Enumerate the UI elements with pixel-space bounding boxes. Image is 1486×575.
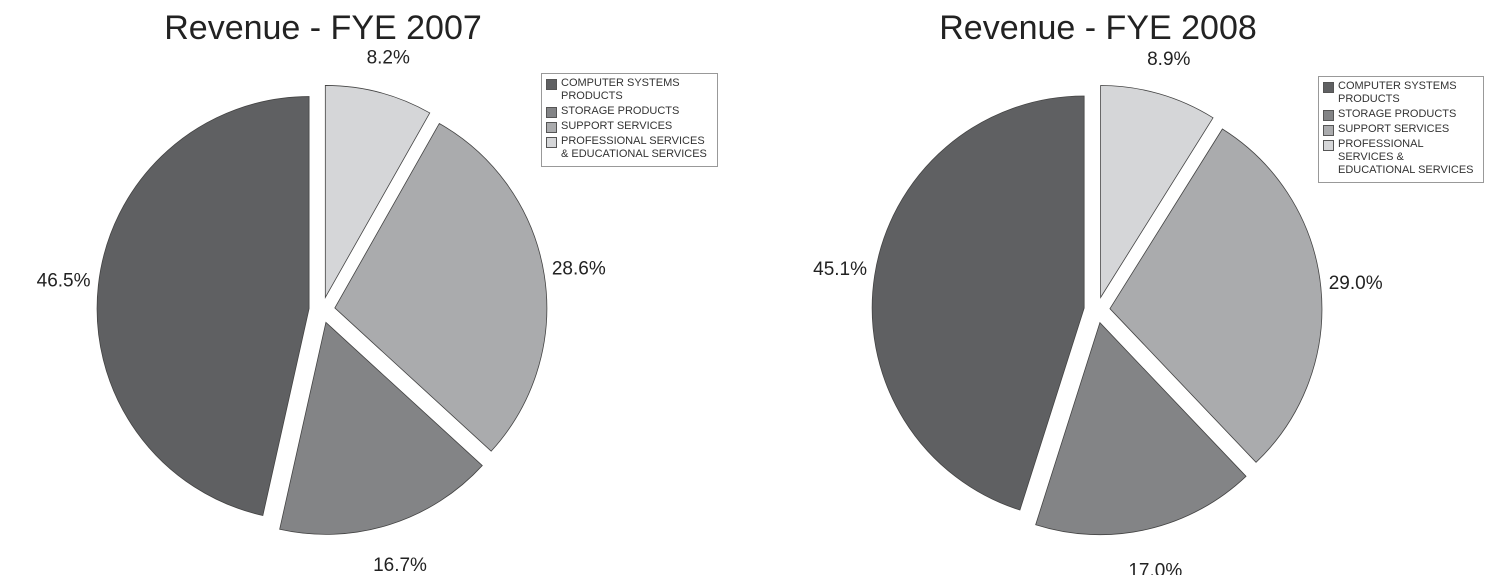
data-label: 17.0%	[1128, 560, 1182, 575]
legend-label: STORAGE PRODUCTS	[561, 105, 680, 117]
data-label: 8.9%	[1147, 49, 1190, 70]
legend-item: STORAGE PRODUCTS	[1323, 108, 1479, 121]
data-label: 16.7%	[373, 555, 427, 575]
pie-slice	[279, 321, 483, 535]
pie-slice	[871, 95, 1085, 511]
legend-swatch	[546, 137, 557, 148]
pie-slice	[334, 122, 548, 452]
legend-item: STORAGE PRODUCTS	[546, 105, 713, 118]
pie-slice	[1100, 85, 1214, 299]
legend-label: STORAGE PRODUCTS	[1338, 108, 1457, 120]
legend-swatch	[1323, 125, 1334, 136]
data-label: 29.0%	[1329, 273, 1383, 294]
data-label: 46.5%	[37, 270, 91, 291]
pie-slice	[1035, 321, 1247, 535]
legend-swatch	[546, 107, 557, 118]
data-label: 45.1%	[813, 259, 867, 280]
data-label: 8.2%	[367, 48, 410, 69]
legend-item: SUPPORT SERVICES	[546, 120, 713, 133]
pie-slice	[1109, 128, 1323, 463]
pie-slice	[324, 85, 431, 299]
legend-label: COMPUTER SYSTEMS PRODUCTS	[1338, 80, 1457, 105]
chart-title: Revenue - FYE 2007	[164, 9, 482, 47]
data-label: 28.6%	[552, 258, 606, 279]
pie-chart: Revenue - FYE 2008 45.1% 17.0% 29.0% 8.9%	[813, 9, 1383, 575]
legend-item: PROFESSIONAL SERVICES & EDUCATIONAL SERV…	[1323, 138, 1479, 177]
legend-swatch	[546, 79, 557, 90]
legend-label: PROFESSIONAL SERVICES & EDUCATIONAL SERV…	[1338, 138, 1474, 176]
legend-label: SUPPORT SERVICES	[1338, 123, 1450, 135]
legend-item: SUPPORT SERVICES	[1323, 123, 1479, 136]
legend: COMPUTER SYSTEMS PRODUCTS STORAGE PRODUCT…	[541, 73, 718, 167]
chart-title: Revenue - FYE 2008	[939, 9, 1257, 47]
legend-item: COMPUTER SYSTEMS PRODUCTS	[546, 77, 713, 103]
legend-item: COMPUTER SYSTEMS PRODUCTS	[1323, 80, 1479, 106]
legend-swatch	[546, 122, 557, 133]
legend-label: PROFESSIONAL SERVICES & EDUCATIONAL SERV…	[561, 135, 707, 160]
pie-chart: Revenue - FYE 2007 46.5% 16.7% 28.6% 8.2%	[37, 9, 606, 575]
legend-label: SUPPORT SERVICES	[561, 120, 673, 132]
legend-item: PROFESSIONAL SERVICES & EDUCATIONAL SERV…	[546, 135, 713, 161]
legend: COMPUTER SYSTEMS PRODUCTS STORAGE PRODUCT…	[1318, 76, 1484, 183]
legend-label: COMPUTER SYSTEMS PRODUCTS	[561, 77, 680, 102]
legend-swatch	[1323, 140, 1334, 151]
legend-swatch	[1323, 82, 1334, 93]
pie-slice	[96, 96, 310, 516]
legend-swatch	[1323, 110, 1334, 121]
